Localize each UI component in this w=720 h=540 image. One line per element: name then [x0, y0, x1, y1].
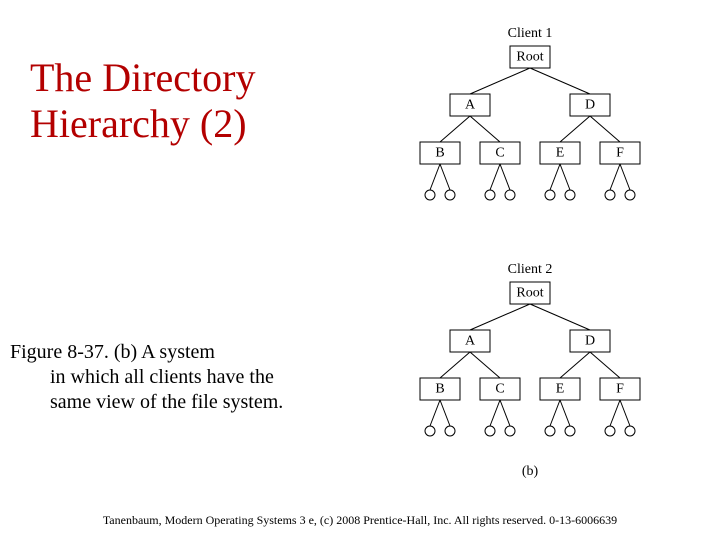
svg-text:D: D	[585, 334, 595, 349]
svg-text:E: E	[556, 382, 565, 397]
svg-text:Client 2: Client 2	[508, 262, 553, 277]
figure-caption: Figure 8-37. (b) A system in which all c…	[10, 340, 290, 415]
svg-text:Root: Root	[516, 286, 543, 301]
svg-text:B: B	[435, 146, 444, 161]
svg-text:F: F	[616, 382, 624, 397]
directory-hierarchy-diagram: Client 1 Root A D B C E F Client 2 Root A D B C E F (b)	[370, 25, 690, 495]
caption-lead: Figure 8-37. (b) A system	[10, 341, 215, 363]
svg-text:C: C	[495, 146, 504, 161]
svg-text:A: A	[465, 334, 476, 349]
tree-svg: Client 1 Root A D B C E F Client 2 Root A D B C E F (b)	[370, 25, 690, 495]
svg-text:(b): (b)	[522, 464, 539, 479]
svg-text:Client 1: Client 1	[508, 26, 553, 41]
svg-text:C: C	[495, 382, 504, 397]
footer-text: Tanenbaum, Modern Operating Systems 3 e,…	[103, 513, 617, 527]
svg-text:F: F	[616, 146, 624, 161]
page-title: The Directory Hierarchy (2)	[30, 55, 255, 147]
svg-text:Root: Root	[516, 50, 543, 65]
svg-text:E: E	[556, 146, 565, 161]
svg-text:D: D	[585, 98, 595, 113]
caption-rest: in which all clients have the same view …	[10, 365, 290, 415]
svg-text:A: A	[465, 98, 476, 113]
title-line1: The Directory	[30, 55, 255, 100]
svg-text:B: B	[435, 382, 444, 397]
footer-citation: Tanenbaum, Modern Operating Systems 3 e,…	[0, 513, 720, 528]
title-line2: Hierarchy (2)	[30, 101, 247, 146]
